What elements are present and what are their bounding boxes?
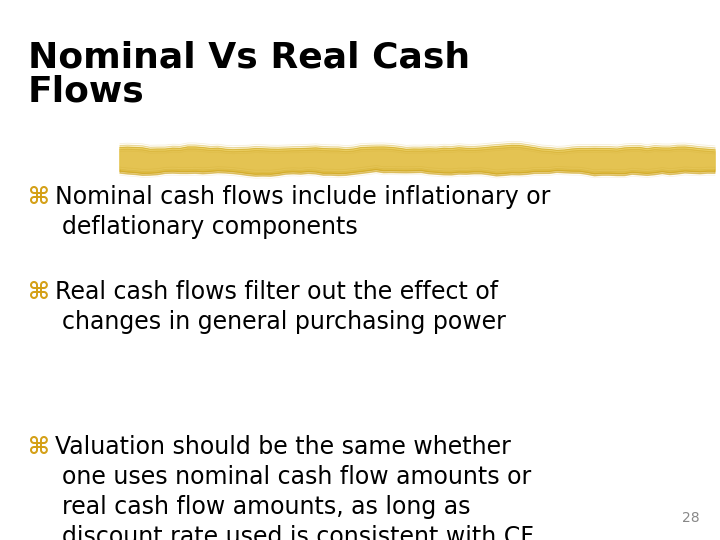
Polygon shape xyxy=(120,143,715,172)
Text: discount rate used is consistent with CF: discount rate used is consistent with CF xyxy=(62,525,534,540)
Text: changes in general purchasing power: changes in general purchasing power xyxy=(62,310,506,334)
Text: real cash flow amounts, as long as: real cash flow amounts, as long as xyxy=(62,495,470,519)
Text: Real cash flows filter out the effect of: Real cash flows filter out the effect of xyxy=(55,280,498,304)
Text: deflationary components: deflationary components xyxy=(62,215,358,239)
Polygon shape xyxy=(120,145,715,174)
Text: 28: 28 xyxy=(683,511,700,525)
Text: Nominal Vs Real Cash: Nominal Vs Real Cash xyxy=(28,40,470,74)
Polygon shape xyxy=(120,147,715,176)
Text: Nominal cash flows include inflationary or: Nominal cash flows include inflationary … xyxy=(55,185,550,209)
Text: Flows: Flows xyxy=(28,75,145,109)
Text: ⌘: ⌘ xyxy=(28,280,50,304)
Text: one uses nominal cash flow amounts or: one uses nominal cash flow amounts or xyxy=(62,465,531,489)
Text: ⌘: ⌘ xyxy=(28,435,50,459)
Text: ⌘: ⌘ xyxy=(28,185,50,209)
Text: Valuation should be the same whether: Valuation should be the same whether xyxy=(55,435,511,459)
